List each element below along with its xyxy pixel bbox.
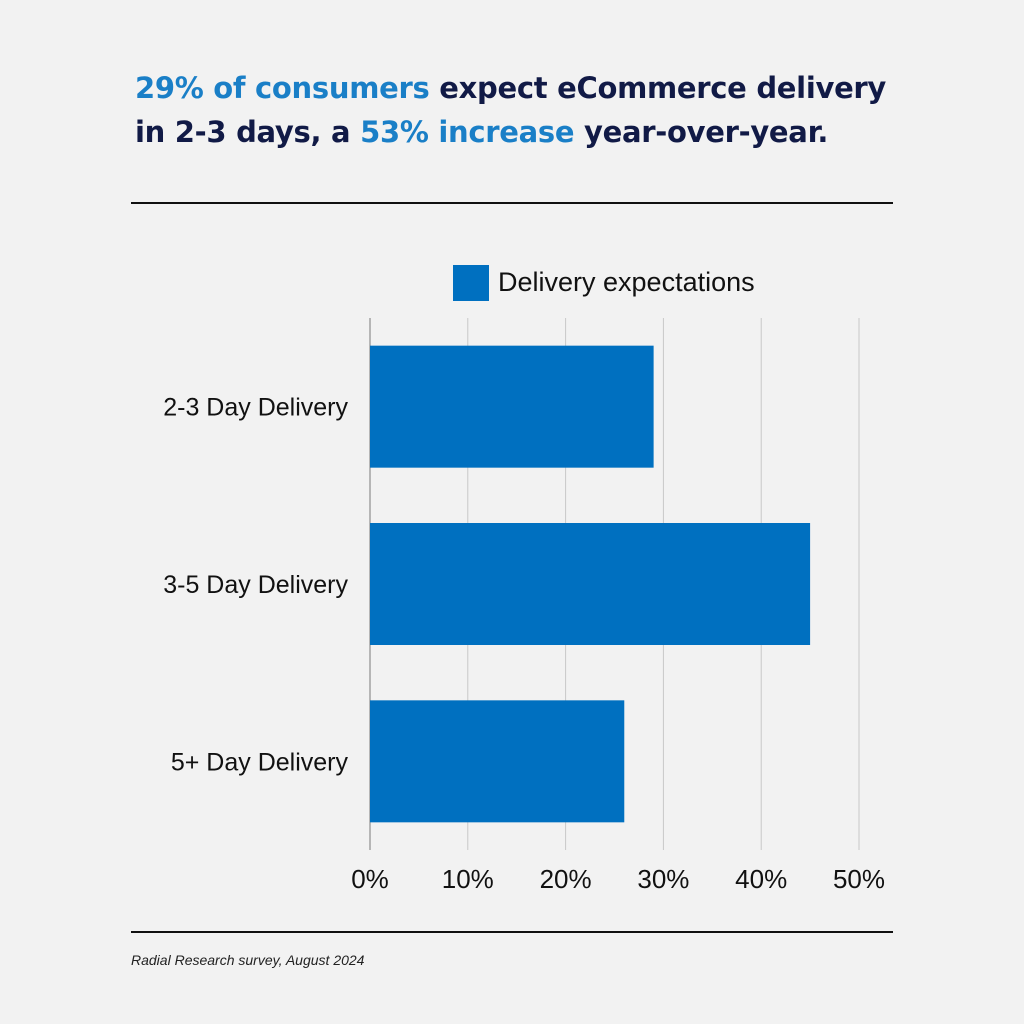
bottom-divider xyxy=(131,931,893,933)
bar xyxy=(370,523,811,645)
x-tick-label: 0% xyxy=(351,864,389,894)
category-label: 3-5 Day Delivery xyxy=(163,571,348,599)
source-note: Radial Research survey, August 2024 xyxy=(131,952,365,968)
headline-highlight-consumers: 29% of consumers xyxy=(135,71,430,105)
category-label: 2-3 Day Delivery xyxy=(163,394,348,422)
headline: 29% of consumers expect eCommerce delive… xyxy=(135,66,915,154)
x-tick-label: 40% xyxy=(735,864,787,894)
x-tick-label: 10% xyxy=(442,864,494,894)
x-tick-label: 30% xyxy=(637,864,689,894)
top-divider xyxy=(131,202,893,204)
headline-text-2: year-over-year. xyxy=(574,115,829,149)
bar xyxy=(370,700,625,823)
legend-label: Delivery expectations xyxy=(498,267,755,297)
headline-highlight-increase: 53% increase xyxy=(360,115,575,149)
x-tick-label: 20% xyxy=(540,864,592,894)
headline-text-1: expect eCommerce delivery in 2-3 days, a xyxy=(135,71,887,149)
bar xyxy=(370,345,654,468)
x-tick-label: 50% xyxy=(833,864,885,894)
category-label: 5+ Day Delivery xyxy=(171,748,349,776)
legend-swatch xyxy=(453,265,489,301)
